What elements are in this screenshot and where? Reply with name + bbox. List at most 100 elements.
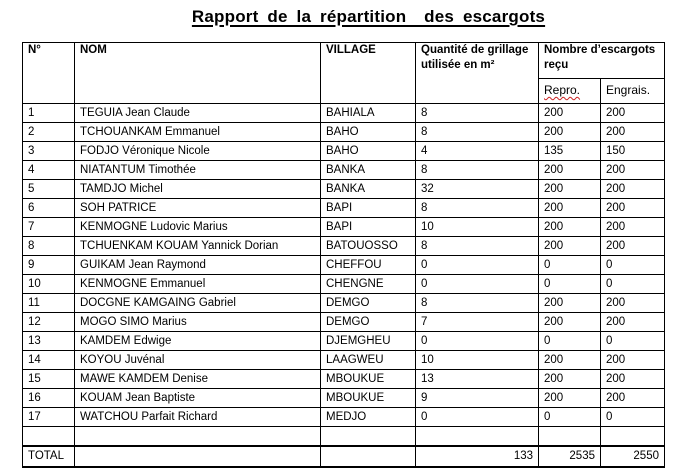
cell-num: 9 [22, 255, 75, 275]
table-row: 13 KAMDEM Edwige DJEMGHEU 0 0 0 [22, 331, 665, 351]
cell-nom: TEGUIA Jean Claude [74, 103, 321, 123]
table-row: 8 TCHUENKAM KOUAM Yannick Dorian BATOUOS… [22, 236, 665, 256]
cell-engrais: 200 [600, 198, 665, 218]
cell-repro: 200 [538, 388, 601, 408]
cell-repro: 0 [538, 255, 601, 275]
cell-village: DJEMGHEU [320, 331, 416, 351]
cell-repro: 0 [538, 407, 601, 427]
cell-village: BANKA [320, 160, 416, 180]
cell-village: CHENGNE [320, 274, 416, 294]
cell-village: BATOUOSSO [320, 236, 416, 256]
repartition-table: N° NOM VILLAGE Quantité de grillage util… [22, 42, 665, 468]
cell-num: 10 [22, 274, 75, 294]
table-row: 12 MOGO SIMO Marius DEMGO 7 200 200 [22, 312, 665, 332]
cell-nom: TCHOUANKAM Emmanuel [74, 122, 321, 142]
table-row: 15 MAWE KAMDEM Denise MBOUKUE 13 200 200 [22, 369, 665, 389]
cell-num: 16 [22, 388, 75, 408]
table-header: N° NOM VILLAGE Quantité de grillage util… [22, 42, 665, 104]
cell-quantite: 4 [415, 141, 539, 161]
cell-village: BAPI [320, 198, 416, 218]
cell-nom: DOCGNE KAMGAING Gabriel [74, 293, 321, 313]
cell-repro: 200 [538, 293, 601, 313]
total-row: TOTAL 133 2535 2550 [22, 444, 665, 468]
header-nombre: Nombre d’escargots reçu [538, 42, 665, 79]
empty-cell [538, 426, 601, 446]
empty-row [22, 426, 665, 446]
empty-cell [74, 426, 321, 446]
cell-repro: 200 [538, 160, 601, 180]
header-engrais: Engrais. [600, 78, 665, 104]
table-row: 5 TAMDJO Michel BANKA 32 200 200 [22, 179, 665, 199]
header-village: VILLAGE [320, 42, 416, 104]
cell-quantite: 0 [415, 274, 539, 294]
header-row-sub: Repro. Engrais. [23, 78, 665, 104]
table-row: 6 SOH PATRICE BAPI 8 200 200 [22, 198, 665, 218]
table-row: 11 DOCGNE KAMGAING Gabriel DEMGO 8 200 2… [22, 293, 665, 313]
cell-quantite: 9 [415, 388, 539, 408]
total-label: TOTAL [22, 444, 75, 468]
cell-engrais: 200 [600, 388, 665, 408]
cell-repro: 0 [538, 331, 601, 351]
cell-num: 4 [22, 160, 75, 180]
cell-quantite: 8 [415, 236, 539, 256]
table-footer: TOTAL 133 2535 2550 [22, 426, 665, 468]
cell-quantite: 8 [415, 198, 539, 218]
empty-cell [415, 426, 539, 446]
cell-repro: 200 [538, 350, 601, 370]
cell-village: MBOUKUE [320, 388, 416, 408]
cell-quantite: 8 [415, 103, 539, 123]
cell-nom: KOYOU Juvénal [74, 350, 321, 370]
cell-village: DEMGO [320, 293, 416, 313]
cell-nom: TCHUENKAM KOUAM Yannick Dorian [74, 236, 321, 256]
cell-quantite: 8 [415, 160, 539, 180]
cell-nom: KENMOGNE Emmanuel [74, 274, 321, 294]
cell-nom: WATCHOU Parfait Richard [74, 407, 321, 427]
cell-num: 1 [22, 103, 75, 123]
cell-engrais: 150 [600, 141, 665, 161]
header-quantite: Quantité de grillage utilisée en m² [415, 42, 539, 104]
table-row: 9 GUIKAM Jean Raymond CHEFFOU 0 0 0 [22, 255, 665, 275]
cell-engrais: 200 [600, 103, 665, 123]
cell-num: 15 [22, 369, 75, 389]
header-row-main: N° NOM VILLAGE Quantité de grillage util… [22, 42, 665, 104]
cell-engrais: 200 [600, 369, 665, 389]
cell-nom: NIATANTUM Timothée [74, 160, 321, 180]
header-nom: NOM [74, 42, 321, 104]
cell-num: 12 [22, 312, 75, 332]
cell-num: 17 [22, 407, 75, 427]
cell-village: CHEFFOU [320, 255, 416, 275]
table-row: 16 KOUAM Jean Baptiste MBOUKUE 9 200 200 [22, 388, 665, 408]
cell-nom: MOGO SIMO Marius [74, 312, 321, 332]
cell-repro: 200 [538, 122, 601, 142]
cell-nom: MAWE KAMDEM Denise [74, 369, 321, 389]
cell-num: 2 [22, 122, 75, 142]
total-engrais: 2550 [600, 444, 665, 468]
cell-village: BAHO [320, 141, 416, 161]
table-row: 2 TCHOUANKAM Emmanuel BAHO 8 200 200 [22, 122, 665, 142]
cell-quantite: 0 [415, 331, 539, 351]
cell-engrais: 0 [600, 407, 665, 427]
total-village-cell [320, 444, 416, 468]
header-repro: Repro. [538, 78, 601, 104]
cell-num: 14 [22, 350, 75, 370]
cell-repro: 200 [538, 179, 601, 199]
total-nom-cell [74, 444, 321, 468]
empty-cell [320, 426, 416, 446]
total-quantite: 133 [415, 444, 539, 468]
cell-quantite: 10 [415, 350, 539, 370]
cell-num: 8 [22, 236, 75, 256]
cell-engrais: 0 [600, 331, 665, 351]
cell-village: MBOUKUE [320, 369, 416, 389]
cell-quantite: 10 [415, 217, 539, 237]
cell-engrais: 200 [600, 160, 665, 180]
cell-engrais: 200 [600, 217, 665, 237]
empty-cell [600, 426, 665, 446]
total-repro: 2535 [538, 444, 601, 468]
cell-engrais: 200 [600, 179, 665, 199]
cell-village: BAHIALA [320, 103, 416, 123]
cell-repro: 0 [538, 274, 601, 294]
cell-num: 11 [22, 293, 75, 313]
empty-cell [22, 426, 75, 446]
cell-nom: TAMDJO Michel [74, 179, 321, 199]
